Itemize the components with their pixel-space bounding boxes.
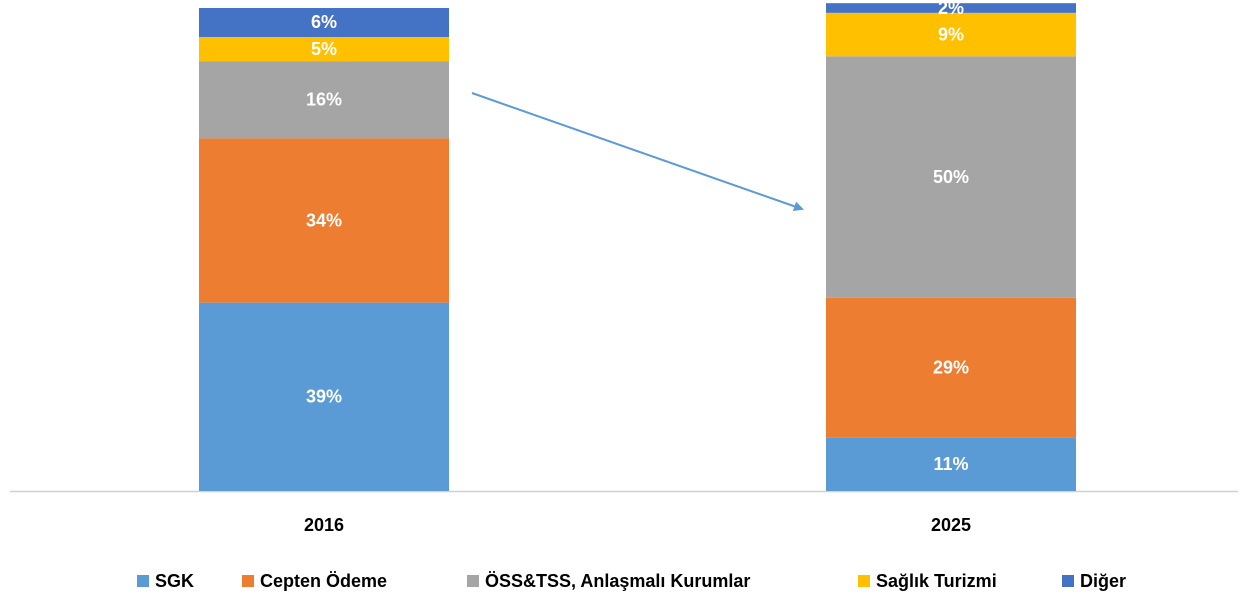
legend-swatch xyxy=(467,575,479,587)
arrow xyxy=(471,92,804,212)
legend-swatch xyxy=(242,575,254,587)
legend-swatch xyxy=(137,575,149,587)
bar-segment xyxy=(826,297,1076,438)
bar-segment xyxy=(826,3,1076,13)
data-label: 34% xyxy=(306,210,342,230)
data-label: 2% xyxy=(938,0,964,18)
legend-label: Sağlık Turizmi xyxy=(876,571,997,591)
legend-swatch xyxy=(858,575,870,587)
data-label: 5% xyxy=(311,39,337,59)
bar-segment xyxy=(199,36,449,62)
x-tick-label: 2016 xyxy=(304,515,344,535)
data-label: 16% xyxy=(306,90,342,110)
bar-segment xyxy=(826,437,1076,491)
bar-segment xyxy=(199,302,449,491)
data-label: 9% xyxy=(938,24,964,44)
data-label: 29% xyxy=(933,358,969,378)
bar-segment xyxy=(826,12,1076,57)
bar-segment xyxy=(826,56,1076,298)
data-label: 11% xyxy=(933,454,968,474)
legend-label: Diğer xyxy=(1080,571,1126,591)
legend-label: ÖSS&TSS, Anlaşmalı Kurumlar xyxy=(485,571,750,591)
data-label: 6% xyxy=(311,12,337,32)
data-label: 39% xyxy=(306,387,342,407)
legend-label: SGK xyxy=(155,571,194,591)
x-tick-label: 2025 xyxy=(931,515,971,535)
bar-segment xyxy=(199,138,449,303)
data-label: 50% xyxy=(933,167,969,187)
legend-swatch xyxy=(1062,575,1074,587)
legend-label: Cepten Ödeme xyxy=(260,571,387,591)
bar-segment xyxy=(199,8,449,37)
bar-segment xyxy=(199,61,449,139)
